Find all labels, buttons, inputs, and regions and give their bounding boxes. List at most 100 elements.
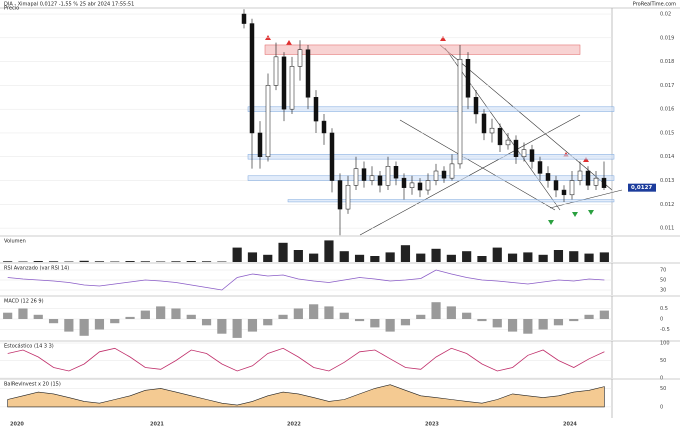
bar xyxy=(584,314,594,319)
bar xyxy=(186,314,196,319)
candle-body xyxy=(377,175,383,186)
bar xyxy=(538,319,548,330)
candle-body xyxy=(433,170,439,181)
candle-body xyxy=(449,163,455,179)
bar xyxy=(293,308,303,319)
panel-title: Estocástico (14 3 3) xyxy=(4,343,54,350)
candle-body xyxy=(345,185,351,210)
x-tick-label: 2024 xyxy=(563,422,577,428)
zone xyxy=(247,154,615,160)
candle-body xyxy=(409,182,415,188)
bar xyxy=(492,247,502,262)
y-tick-label: 0 xyxy=(660,376,663,382)
candle-body xyxy=(569,180,575,196)
candle-body xyxy=(505,139,511,146)
zone xyxy=(247,106,615,112)
candle-body xyxy=(529,149,535,162)
bar xyxy=(553,250,564,262)
bar xyxy=(140,261,150,262)
bar xyxy=(247,319,258,332)
bar xyxy=(416,314,426,319)
bar xyxy=(48,319,59,324)
candle-body xyxy=(401,177,407,188)
candle-body xyxy=(417,182,423,191)
bar xyxy=(247,252,258,262)
bar xyxy=(507,319,518,332)
bar xyxy=(446,306,456,319)
chart-title: DIA - Ximapal 0,0127 -1,55 % 25 abr 2024… xyxy=(4,2,134,8)
bar xyxy=(385,252,395,262)
candle-body xyxy=(425,180,431,191)
candle-body xyxy=(513,139,519,157)
candle-body xyxy=(329,132,335,181)
bar xyxy=(477,256,487,262)
bar xyxy=(140,310,150,319)
bar xyxy=(400,245,411,262)
candle-body xyxy=(393,166,399,179)
bar xyxy=(3,261,13,262)
bar xyxy=(171,308,181,319)
bar xyxy=(232,319,242,338)
bar xyxy=(293,250,303,262)
y-tick-label: 50 xyxy=(660,278,666,284)
bar xyxy=(569,319,579,322)
bar xyxy=(309,253,319,262)
y-tick-label: 0.02 xyxy=(660,12,671,18)
y-tick-label: 0.014 xyxy=(660,154,674,160)
y-tick-label: 0.015 xyxy=(660,130,674,136)
y-tick-label: 0.016 xyxy=(660,107,674,113)
bar xyxy=(309,304,319,319)
y-tick-label: 50 xyxy=(660,386,666,392)
candle-body xyxy=(457,58,463,165)
bar xyxy=(79,260,89,262)
y-tick-label: 0.011 xyxy=(660,226,674,232)
bar xyxy=(431,302,441,319)
bar xyxy=(370,256,380,262)
candle-body xyxy=(281,56,287,110)
bar xyxy=(94,261,105,262)
bar xyxy=(599,252,609,262)
candle-body xyxy=(473,97,479,115)
x-tick-label: 2020 xyxy=(10,422,24,428)
y-tick-label: 0 xyxy=(660,317,663,323)
candle-body xyxy=(497,127,503,146)
bar xyxy=(263,254,273,262)
bar xyxy=(523,252,533,262)
x-tick-label: 2021 xyxy=(150,422,164,428)
candle-body xyxy=(361,168,367,181)
candle-body xyxy=(257,132,263,157)
candle-body xyxy=(545,173,551,181)
bar xyxy=(416,253,426,262)
bar xyxy=(48,261,59,262)
bar xyxy=(400,319,411,326)
bar xyxy=(599,310,609,319)
bar xyxy=(462,251,472,262)
candle-body xyxy=(481,113,487,134)
bar xyxy=(385,319,395,332)
y-tick-label: -0.5 xyxy=(660,327,670,333)
bar xyxy=(201,319,212,326)
bar xyxy=(324,240,334,262)
bar xyxy=(156,306,166,319)
panel-title: Precio xyxy=(4,6,19,12)
candle-body xyxy=(321,120,327,134)
bar xyxy=(94,319,105,330)
y-tick-label: 100 xyxy=(660,341,670,347)
panel-title: Volumen xyxy=(4,239,26,245)
bar xyxy=(431,248,441,262)
panel-title: MACD (12 26 9) xyxy=(4,299,44,305)
y-tick-label: 30 xyxy=(660,288,666,294)
bar xyxy=(186,261,196,262)
panel-title: BalRevInvest x 20 (15) xyxy=(4,382,61,388)
candle-body xyxy=(369,175,375,181)
y-tick-label: 50 xyxy=(660,358,666,364)
candle-body xyxy=(241,13,247,24)
candle-body xyxy=(593,177,599,186)
bar xyxy=(3,312,13,319)
candle-body xyxy=(265,85,271,157)
bar xyxy=(278,242,288,262)
y-tick-label: 70 xyxy=(660,268,666,274)
y-tick-label: 0.012 xyxy=(660,202,674,208)
y-tick-label: 0.5 xyxy=(660,306,668,312)
